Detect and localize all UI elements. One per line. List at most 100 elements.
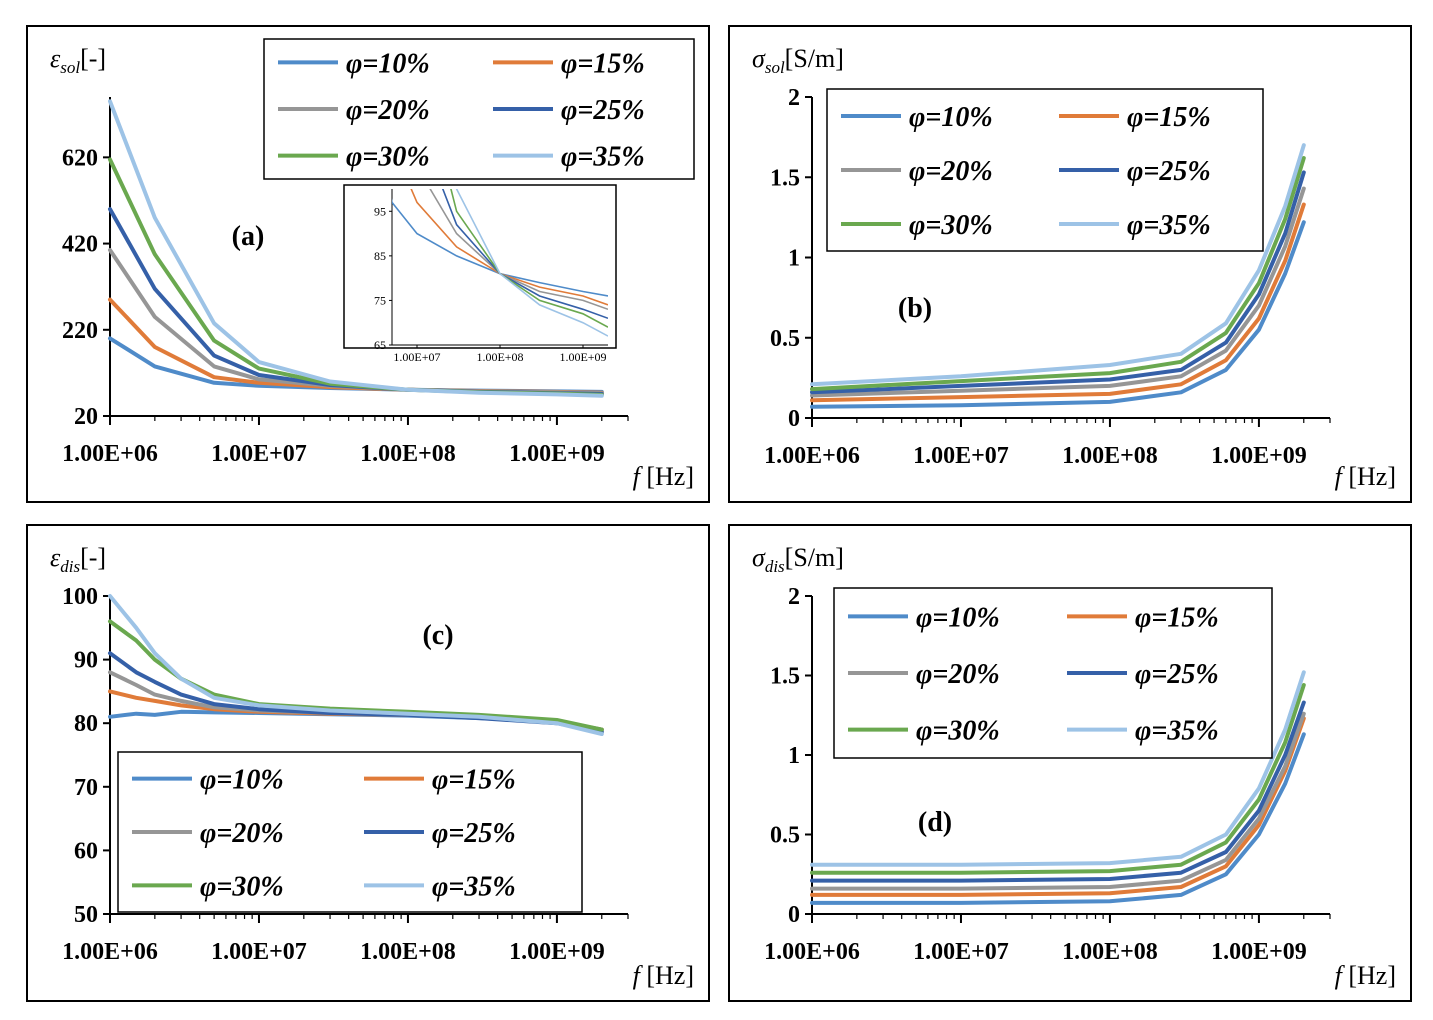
- y-axis-label-subscript: dis: [60, 557, 80, 576]
- y-axis-label-unit: [-]: [80, 44, 106, 73]
- series-line-4: [810, 170, 1306, 395]
- x-axis-label-unit: [Hz]: [646, 961, 694, 990]
- inset-y-tick-label: 85: [374, 249, 386, 263]
- x-tick-label: 1.00E+07: [211, 441, 307, 467]
- y-tick-label: 1.5: [770, 165, 800, 191]
- chart-svg-d: σdis[S/m] 0 0.5 1 1.5 2 1.00E+06 1.00E+07 1.00E+…: [752, 543, 1396, 990]
- inset-series-group: [392, 189, 608, 337]
- legend-label-3: φ=20%: [909, 156, 993, 187]
- y-tick-label: 80: [74, 711, 98, 737]
- legend-label-5: φ=30%: [200, 871, 284, 902]
- legend-label-4: φ=25%: [432, 818, 516, 849]
- series-line-2: [810, 716, 1306, 897]
- x-axis-label: f [Hz]: [633, 961, 694, 990]
- legend-label-6: φ=35%: [561, 142, 645, 173]
- legend-box: [117, 751, 583, 913]
- y-tick-label: 0.5: [770, 326, 800, 352]
- inset-series-line-1: [392, 198, 608, 297]
- legend-label-5: φ=30%: [346, 142, 430, 173]
- x-tick-label: 1.00E+09: [509, 939, 605, 965]
- legend-label-2: φ=15%: [432, 765, 516, 796]
- chart-svg-c: εdis[-] 50 60 70 80 90 100 1.00E+06 1.00E+07 1.00…: [50, 543, 694, 990]
- series-line-6: [810, 670, 1306, 867]
- chart-svg-b: σsol[S/m] 0 0.5 1 1.5 2 1.00E+06 1.00E+07 1.00E+…: [752, 44, 1396, 491]
- y-axis-label: εdis[-]: [50, 543, 106, 576]
- y-tick-label: 1: [788, 743, 800, 769]
- inset-x-tick-label: 1.00E+08: [476, 350, 523, 364]
- inset-series-line-4: [441, 189, 608, 320]
- legend-label-4: φ=25%: [1127, 156, 1211, 187]
- y-tick-label: 1: [788, 246, 800, 272]
- panel-label: (c): [422, 620, 453, 651]
- y-axis-label-symbol: σ: [752, 44, 766, 73]
- series-line-5: [810, 156, 1306, 392]
- x-axis-label-unit: [Hz]: [1348, 462, 1396, 491]
- y-axis-label-symbol: σ: [752, 543, 766, 572]
- x-axis-label-symbol: f: [1335, 462, 1349, 491]
- inset-y-tick-label: 95: [374, 204, 386, 218]
- y-tick-label: 0: [788, 406, 800, 432]
- legend-label-1: φ=10%: [200, 765, 284, 796]
- legend-label-6: φ=35%: [1135, 716, 1219, 747]
- x-tick-label: 1.00E+09: [1211, 939, 1307, 965]
- inset-x-tick-label: 1.00E+07: [393, 350, 440, 364]
- x-tick-label: 1.00E+08: [1062, 939, 1158, 965]
- chart-panel-a: εsol[-] 20 220 420 620 1.00E+06 1.00E+07 1.00E+…: [26, 25, 710, 503]
- inset-series-line-5: [450, 189, 608, 328]
- panel-label: (a): [232, 221, 265, 252]
- y-tick-label: 220: [62, 318, 98, 344]
- inset-x-tick-label: 1.00E+09: [559, 350, 606, 364]
- inset-y-tick-label: 65: [374, 338, 386, 352]
- y-tick-label: 420: [62, 232, 98, 258]
- y-tick-label: 70: [74, 775, 98, 801]
- y-tick-label: 1.5: [770, 664, 800, 690]
- series-line-3: [810, 711, 1306, 891]
- inset-y-tick-label: 75: [374, 293, 386, 307]
- y-axis-label-symbol: ε: [50, 543, 61, 572]
- panel-label: (d): [918, 807, 952, 838]
- legend-label-1: φ=10%: [909, 102, 993, 133]
- x-axis-label-symbol: f: [633, 961, 647, 990]
- series-line-5: [810, 683, 1306, 875]
- legend-label-6: φ=35%: [1127, 210, 1211, 241]
- series-line-2: [810, 202, 1306, 403]
- x-tick-label: 1.00E+06: [764, 939, 860, 965]
- x-axis-label: f [Hz]: [633, 462, 694, 491]
- y-axis-label: εsol[-]: [50, 44, 106, 77]
- x-axis-label-unit: [Hz]: [646, 462, 694, 491]
- series-line-4: [810, 700, 1306, 883]
- x-tick-label: 1.00E+06: [764, 443, 860, 469]
- x-tick-label: 1.00E+08: [1062, 443, 1158, 469]
- legend-label-5: φ=30%: [916, 716, 1000, 747]
- legend-label-4: φ=25%: [1135, 659, 1219, 690]
- y-axis-label-subscript: sol: [765, 58, 785, 77]
- x-tick-label: 1.00E+08: [360, 441, 456, 467]
- y-tick-label: 100: [62, 584, 98, 610]
- y-axis-label-unit: [-]: [80, 543, 106, 572]
- chart-panel-d: σdis[S/m] 0 0.5 1 1.5 2 1.00E+06 1.00E+07 1.00E+…: [728, 524, 1412, 1002]
- y-axis-label-subscript: dis: [765, 557, 785, 576]
- y-axis-label-subscript: sol: [60, 58, 80, 77]
- y-tick-label: 0: [788, 902, 800, 928]
- x-axis-label-unit: [Hz]: [1348, 961, 1396, 990]
- series-line-6: [810, 143, 1306, 387]
- legend-label-2: φ=15%: [561, 48, 645, 79]
- legend-label-2: φ=15%: [1135, 602, 1219, 633]
- series-line-1: [810, 220, 1306, 409]
- x-axis-label: f [Hz]: [1335, 462, 1396, 491]
- y-tick-label: 50: [74, 902, 98, 928]
- y-tick-label: 2: [788, 584, 800, 610]
- x-tick-label: 1.00E+08: [360, 939, 456, 965]
- legend-label-1: φ=10%: [916, 602, 1000, 633]
- x-tick-label: 1.00E+07: [913, 443, 1009, 469]
- chart-panel-c: εdis[-] 50 60 70 80 90 100 1.00E+06 1.00E+07 1.00…: [26, 524, 710, 1002]
- legend-label-5: φ=30%: [909, 210, 993, 241]
- x-axis-label: f [Hz]: [1335, 961, 1396, 990]
- inset-frame: [343, 184, 617, 349]
- legend-label-1: φ=10%: [346, 48, 430, 79]
- legend-label-3: φ=20%: [346, 95, 430, 126]
- legend-label-4: φ=25%: [561, 95, 645, 126]
- legend-label-2: φ=15%: [1127, 102, 1211, 133]
- y-tick-label: 60: [74, 838, 98, 864]
- x-tick-label: 1.00E+06: [62, 441, 158, 467]
